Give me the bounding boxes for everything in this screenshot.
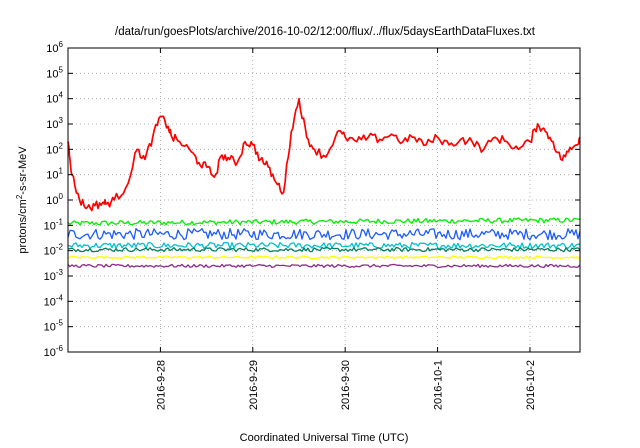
y-tick-label: 106 (46, 40, 63, 55)
y-tick-label: 10-2 (44, 243, 64, 258)
y-tick-label: 10-3 (44, 268, 64, 283)
y-tick-label: 10-1 (44, 217, 64, 232)
y-tick-label: 10-4 (44, 293, 64, 308)
x-tick-label: 2016-10-1 (433, 360, 445, 410)
x-axis-label: Coordinated Universal Time (UTC) (240, 432, 409, 444)
series-line (67, 241, 581, 250)
series-line (67, 97, 581, 212)
y-tick-label: 102 (46, 141, 63, 156)
y-tick-label: 105 (46, 65, 63, 80)
series-line (67, 263, 581, 269)
y-tick-label: 100 (46, 192, 63, 207)
y-tick-label: 104 (46, 91, 63, 106)
grid-lines (68, 48, 580, 352)
x-tick-label: 2016-9-28 (155, 360, 167, 410)
x-tick-label: 2016-9-30 (340, 360, 352, 410)
data-series (67, 97, 581, 269)
y-axis-label: protons/cm2-s-sr-MeV (15, 146, 29, 254)
y-tick-label: 10-5 (44, 319, 64, 334)
series-line (67, 246, 581, 253)
chart-title: /data/run/goesPlots/archive/2016-10-02/1… (115, 26, 536, 38)
y-tick-label: 10-6 (44, 344, 64, 359)
y-tick-label: 101 (46, 167, 63, 182)
y-tick-label: 103 (46, 116, 63, 131)
x-tick-label: 2016-9-29 (248, 360, 260, 410)
series-line (67, 217, 581, 226)
y-axis-ticks: 10-6 10-5 10-4 10-3 10-2 10-1 100 101 102 103 104 1… (44, 40, 580, 359)
series-line (67, 227, 581, 241)
x-axis-ticks: 2016-9-28 2016-9-29 2016-9-30 2016-10-1 2016… (155, 48, 537, 410)
series-line (67, 255, 581, 260)
x-tick-label: 2016-10-2 (525, 360, 537, 410)
